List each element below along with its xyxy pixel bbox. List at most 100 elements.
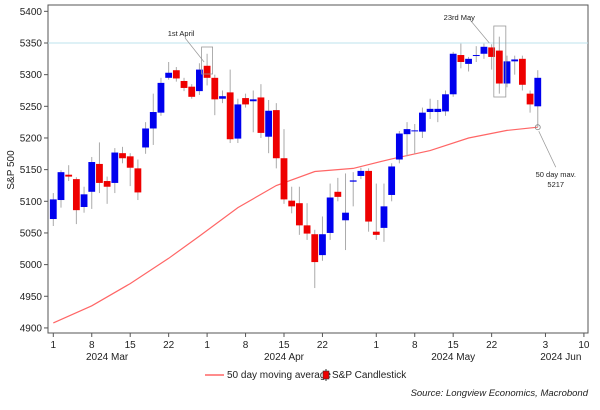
candle-2024-03-13: [111, 148, 119, 194]
candle-2024-05-01: [372, 183, 380, 240]
x-tick-label: 22: [163, 340, 175, 351]
candle-body: [165, 72, 173, 78]
candle-2024-05-30: [526, 90, 534, 113]
candle-2024-04-04: [226, 69, 234, 144]
candle-body: [457, 55, 465, 62]
candle-2024-03-21: [157, 77, 165, 116]
candle-2024-03-20: [149, 93, 157, 145]
candle-body: [426, 108, 434, 113]
candle-2024-03-07: [80, 186, 88, 213]
y-tick-label: 4900: [20, 323, 43, 334]
candle-body: [434, 108, 442, 113]
x-tick-label: 15: [448, 340, 460, 351]
candle-2024-04-22: [319, 216, 326, 261]
candle-body: [480, 46, 488, 54]
annotation-box-23rd-may: [493, 25, 507, 98]
candle-body: [72, 179, 80, 211]
candle-2024-03-06: [72, 177, 80, 225]
x-tick-label: 22: [486, 340, 498, 351]
candle-2024-03-01: [49, 193, 57, 226]
x-tick-label: 15: [278, 340, 290, 351]
y-tick-label: 4950: [20, 292, 43, 303]
candle-body: [157, 82, 165, 113]
candle-body: [88, 162, 96, 192]
source-note: Source: Longview Economics, Macrobond: [411, 388, 589, 399]
candle-2024-04-25: [342, 173, 349, 251]
candle-2024-05-21: [480, 43, 488, 59]
annotation-50d-mav-label: 50 day mav.: [536, 170, 576, 179]
x-tick-label: 8: [412, 340, 418, 351]
candle-2024-03-18: [134, 159, 142, 201]
candle-body: [534, 77, 542, 107]
candle-2024-03-19: [142, 122, 149, 154]
candle-body: [65, 174, 73, 177]
y-tick-label: 5100: [20, 197, 43, 208]
x-month-label: 2024 May: [431, 352, 475, 363]
candle-2024-04-30: [365, 168, 372, 232]
candle-body: [403, 129, 411, 135]
moving-average-line: [53, 126, 538, 324]
candle-body: [311, 234, 319, 263]
candle-2024-04-19: [311, 229, 319, 289]
candle-body: [188, 86, 196, 97]
candle-body: [526, 93, 534, 105]
y-tick-label: 5300: [20, 70, 43, 81]
candle-body: [103, 181, 111, 187]
candle-body: [257, 97, 265, 133]
annotation-box-1st-april: [201, 46, 214, 75]
y-tick-label: 5150: [20, 165, 43, 176]
x-month-label: 2024 Jun: [540, 352, 581, 363]
candle-2024-04-12: [272, 103, 280, 169]
candle-2024-05-03: [388, 163, 396, 202]
candle-2024-03-05: [65, 165, 73, 182]
candle-body: [280, 158, 288, 200]
candle-body: [511, 59, 519, 62]
candle-2024-04-02: [211, 74, 219, 116]
candle-body: [134, 168, 142, 193]
candle-body: [126, 156, 134, 168]
candle-body: [172, 70, 180, 79]
candle-body: [503, 61, 511, 84]
candle-2024-03-15: [126, 153, 134, 187]
candle-body: [365, 170, 372, 222]
legend-ma-label: 50 day moving average: [227, 370, 331, 381]
candle-2024-05-29: [518, 55, 526, 91]
candle-body: [319, 234, 326, 256]
candle-body: [203, 65, 211, 78]
candle-2024-03-22: [165, 61, 173, 80]
annotation-leader-50d-mav: [538, 131, 557, 168]
candle-2024-05-23: [495, 36, 503, 94]
candle-body: [372, 231, 380, 235]
candle-2024-05-20: [472, 46, 480, 62]
candle-body: [419, 112, 426, 132]
candle-body: [495, 50, 503, 84]
candle-body: [149, 112, 157, 129]
candle-2024-03-11: [96, 142, 103, 194]
candle-body: [272, 110, 280, 159]
candle-body: [395, 133, 403, 160]
candle-2024-05-16: [457, 43, 465, 69]
candle-body: [295, 203, 303, 226]
candle-body: [465, 58, 472, 64]
candle-2024-05-31: [534, 70, 542, 128]
annotation-marker-50d-mav: [534, 124, 541, 131]
candle-2024-05-14: [442, 90, 449, 116]
candle-body: [142, 128, 149, 148]
candle-2024-04-23: [326, 183, 334, 240]
candle-2024-03-14: [119, 146, 126, 164]
candle-body: [49, 199, 57, 220]
annotation-23rd-may: 23rd May: [444, 13, 476, 22]
legend-candle-label: S&P Candlestick: [332, 370, 407, 381]
candle-body: [196, 69, 203, 92]
candle-body: [326, 197, 334, 233]
candle-body: [472, 55, 480, 57]
x-month-label: 2024 Mar: [86, 352, 129, 363]
candle-body: [249, 99, 257, 102]
candle-2024-05-15: [449, 51, 457, 97]
y-tick-label: 5350: [20, 38, 43, 49]
candle-2024-04-16: [288, 186, 296, 214]
candle-body: [234, 104, 242, 139]
candle-body: [80, 194, 88, 207]
candle-2024-03-26: [180, 77, 188, 92]
y-tick-label: 5400: [20, 7, 43, 18]
